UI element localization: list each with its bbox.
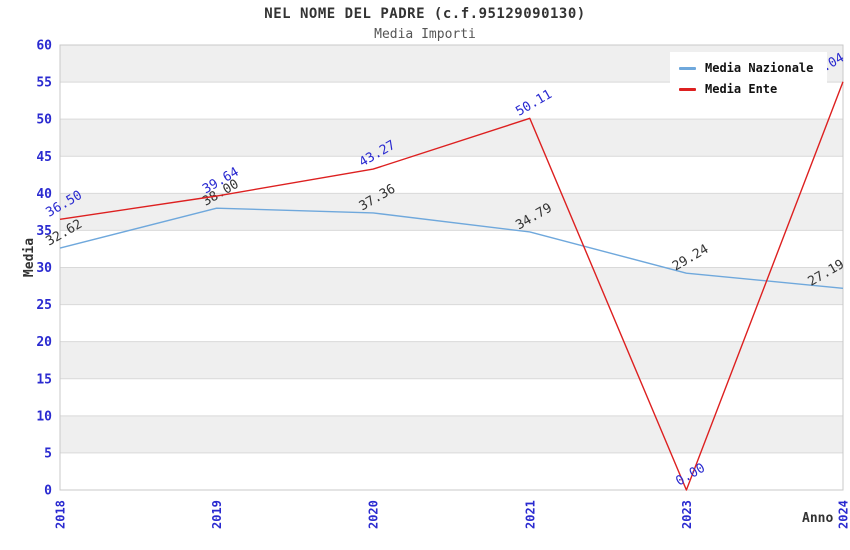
series-line-media-nazionale	[59, 207, 844, 290]
legend-label-media-nazionale: Media Nazionale	[705, 61, 814, 75]
plot-border	[59, 44, 844, 491]
legend-marker-red-line-icon	[679, 87, 696, 91]
svg-text:15: 15	[36, 372, 52, 387]
legend-label-media-ente: Media Ente	[705, 82, 778, 96]
svg-text:5: 5	[44, 446, 52, 461]
chart-subtitle: Media Importi	[374, 27, 476, 42]
svg-text:60: 60	[36, 39, 52, 54]
y-axis-title: Media	[22, 237, 38, 278]
svg-text:50: 50	[36, 113, 52, 128]
svg-text:2020: 2020	[367, 500, 381, 529]
svg-text:0: 0	[44, 484, 52, 499]
legend-marker-blue-line-icon	[679, 66, 696, 70]
svg-text:40: 40	[36, 187, 52, 202]
svg-text:2021: 2021	[523, 500, 537, 529]
series-line-media-ente	[59, 81, 844, 491]
svg-text:2018: 2018	[54, 500, 68, 529]
svg-text:20: 20	[36, 335, 52, 350]
x-axis-tick-labels: 2018 2019 2020 2021 2023 2024	[54, 500, 850, 529]
chart-title: NEL NOME DEL PADRE (c.f.95129090130)	[264, 6, 586, 22]
svg-text:25: 25	[36, 298, 52, 313]
svg-text:10: 10	[36, 409, 52, 424]
svg-text:45: 45	[36, 150, 52, 165]
svg-text:30: 30	[36, 261, 52, 276]
gridlines	[60, 81, 843, 454]
x-axis-title: Anno	[802, 511, 834, 526]
legend-item-media-ente: Media Ente	[679, 82, 813, 96]
svg-text:2019: 2019	[210, 500, 224, 529]
y-axis-tick-labels: 0 5 10 15 20 25 30 35 40 45 50 55 60	[36, 39, 52, 499]
svg-text:2024: 2024	[837, 500, 850, 529]
legend: Media Nazionale Media Ente	[670, 52, 828, 105]
svg-text:35: 35	[36, 224, 52, 239]
svg-text:55: 55	[36, 76, 52, 91]
legend-item-media-nazionale: Media Nazionale	[679, 61, 813, 75]
svg-text:2023: 2023	[680, 500, 694, 529]
